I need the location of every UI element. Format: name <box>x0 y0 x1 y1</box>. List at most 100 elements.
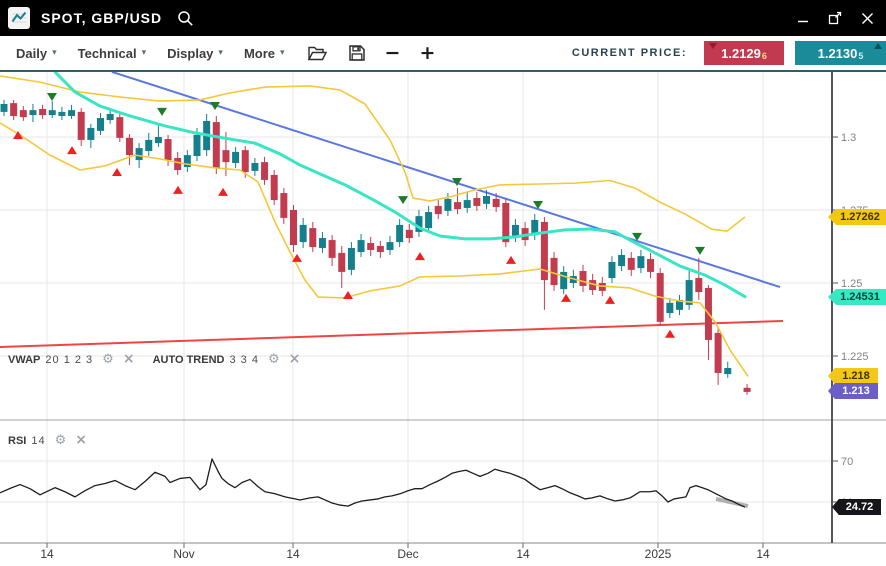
candle-bullish <box>68 110 76 116</box>
candle-bullish <box>425 212 433 229</box>
buy-signal-icon <box>112 168 122 177</box>
open-folder-icon[interactable] <box>304 44 331 63</box>
buy-signal-icon <box>173 185 183 194</box>
buy-signal-icon <box>506 255 516 264</box>
sell-signal-icon <box>210 102 220 111</box>
candle-bearish <box>695 278 703 293</box>
candle-bearish <box>77 111 85 140</box>
time-tick-label: 14 <box>516 547 530 561</box>
candle-bullish <box>386 242 394 251</box>
time-tick-label: 14 <box>756 547 770 561</box>
titlebar: SPOT, GBP/USD <box>0 0 886 36</box>
candle-bearish <box>550 257 558 286</box>
candle-bullish <box>618 254 626 267</box>
buy-signal-icon <box>561 293 571 302</box>
vwap-remove-icon[interactable]: × <box>122 351 135 367</box>
menu-more[interactable]: More ▾ <box>239 42 290 65</box>
candle-bearish <box>261 162 269 180</box>
candle-bullish <box>531 219 539 236</box>
time-tick-label: 14 <box>40 547 54 561</box>
candle-bullish <box>357 240 365 253</box>
ask-price-badge: 1.2130 5 <box>795 41 886 65</box>
candle-bearish <box>241 150 249 173</box>
candle-bearish <box>589 280 597 291</box>
candle-bearish <box>367 242 375 251</box>
auto-trendline-blue <box>111 72 781 289</box>
bid-price-badge: 1.2129 6 <box>704 41 784 65</box>
candle-bearish <box>19 110 27 118</box>
candle-bullish <box>154 137 162 144</box>
ask-price-value: 1.2130 <box>817 45 858 61</box>
buy-signal-icon <box>343 290 353 299</box>
candle-bullish <box>724 367 732 375</box>
candle-bearish <box>454 202 462 210</box>
candle-bullish <box>29 110 37 116</box>
rsi-settings-gear-icon[interactable]: ⚙ <box>54 433 67 448</box>
buy-signal-icon <box>415 252 425 261</box>
auto-trend-settings-gear-icon[interactable]: ⚙ <box>267 352 280 367</box>
ask-price-subdigit: 5 <box>858 50 864 61</box>
candle-bullish <box>193 134 201 156</box>
close-button[interactable] <box>854 5 880 31</box>
menu-display-label: Display <box>167 45 214 61</box>
bid-price-value: 1.2129 <box>721 45 761 61</box>
search-icon[interactable] <box>177 10 194 27</box>
candle-bearish <box>39 108 47 116</box>
candle-bullish <box>560 271 568 290</box>
buy-signal-icon <box>67 146 77 155</box>
vwap-settings-gear-icon[interactable]: ⚙ <box>102 352 114 367</box>
vwap-line <box>53 72 747 299</box>
candle-bullish <box>97 118 104 131</box>
gridlines <box>0 72 832 543</box>
candle-bearish <box>125 137 133 156</box>
candle-bearish <box>492 198 500 208</box>
rsi-label: RSI <box>8 434 27 447</box>
buy-signal-icon <box>218 187 228 196</box>
candle-bearish <box>270 174 278 201</box>
zoom-in-button[interactable]: + <box>416 42 438 64</box>
candle-bearish <box>473 198 481 206</box>
menu-daily[interactable]: Daily ▾ <box>11 42 62 65</box>
menu-display[interactable]: Display ▾ <box>162 42 228 65</box>
signal-markers <box>13 92 705 338</box>
candle-bullish <box>637 256 645 269</box>
caret-down-icon: ▾ <box>218 48 223 58</box>
minimize-button[interactable] <box>790 5 816 31</box>
candle-bullish <box>145 139 153 152</box>
candle-bearish <box>647 259 655 272</box>
candle-bullish <box>106 113 114 121</box>
candle-bullish <box>0 104 8 112</box>
rsi-pane <box>0 458 749 509</box>
buy-signal-icon <box>665 329 675 338</box>
toolbar: Daily ▾ Technical ▾ Display ▾ More ▾ <box>0 36 886 72</box>
auto-trend-remove-icon[interactable]: × <box>288 351 301 367</box>
menu-more-label: More <box>243 45 275 61</box>
candle-bullish <box>232 151 240 163</box>
candle-bullish <box>183 155 191 168</box>
popout-button[interactable] <box>822 5 848 31</box>
candle-bearish <box>579 271 587 286</box>
candle-bearish <box>376 245 384 253</box>
candle-bullish <box>483 195 490 204</box>
rsi-remove-icon[interactable]: × <box>75 432 87 448</box>
save-icon[interactable] <box>345 43 369 63</box>
sell-signal-icon <box>398 196 408 205</box>
buy-signal-icon <box>13 130 23 139</box>
candle-bearish <box>164 139 172 161</box>
price-tick-label: 1.3 <box>841 132 856 144</box>
candle-bearish <box>434 205 442 215</box>
price-up-arrow-icon <box>874 43 882 49</box>
candle-bearish <box>222 150 230 163</box>
candle-bullish <box>251 162 259 171</box>
menu-technical[interactable]: Technical ▾ <box>73 42 152 65</box>
candle-bearish <box>598 283 606 291</box>
chart-canvas[interactable]: 1.3 1.275 1.25 1.225 70 30 14 Nov 14 Dec 14 2025 14 <box>0 72 886 566</box>
zoom-out-button[interactable]: − <box>382 42 404 64</box>
candle-bullish <box>685 280 693 305</box>
price-tick-label: 1.225 <box>841 351 869 363</box>
candle-bullish <box>444 198 452 211</box>
candle-bullish <box>58 111 66 116</box>
candle-bearish <box>212 122 220 168</box>
price-down-arrow-icon <box>709 43 717 49</box>
sell-signal-icon <box>632 232 642 241</box>
